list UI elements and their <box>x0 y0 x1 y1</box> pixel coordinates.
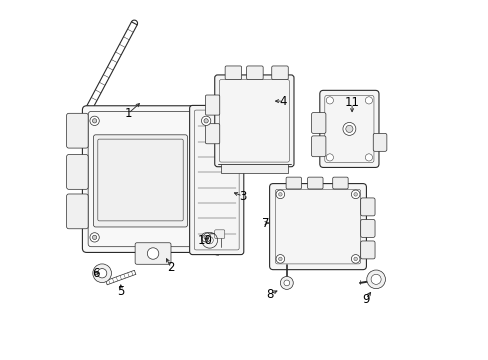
FancyBboxPatch shape <box>271 66 287 80</box>
Circle shape <box>365 154 372 161</box>
Circle shape <box>284 280 289 286</box>
FancyBboxPatch shape <box>372 134 386 151</box>
Circle shape <box>351 255 359 263</box>
FancyBboxPatch shape <box>246 66 263 80</box>
FancyBboxPatch shape <box>360 198 374 216</box>
Circle shape <box>203 119 208 123</box>
Text: 4: 4 <box>279 95 286 108</box>
FancyBboxPatch shape <box>66 154 88 189</box>
FancyBboxPatch shape <box>319 90 378 167</box>
Circle shape <box>351 190 359 199</box>
FancyBboxPatch shape <box>66 113 88 148</box>
Circle shape <box>325 154 333 161</box>
Circle shape <box>97 269 106 278</box>
Circle shape <box>280 276 293 289</box>
Bar <box>221 163 287 173</box>
Circle shape <box>92 235 97 239</box>
FancyBboxPatch shape <box>214 75 293 167</box>
FancyBboxPatch shape <box>224 66 241 80</box>
Circle shape <box>353 193 357 196</box>
FancyBboxPatch shape <box>360 220 374 237</box>
FancyBboxPatch shape <box>205 95 219 115</box>
Text: 9: 9 <box>361 293 369 306</box>
Circle shape <box>90 116 99 126</box>
Text: 7: 7 <box>261 216 268 230</box>
FancyBboxPatch shape <box>135 243 171 264</box>
Circle shape <box>276 255 284 263</box>
FancyBboxPatch shape <box>66 194 88 229</box>
Circle shape <box>93 264 111 283</box>
Text: 8: 8 <box>266 288 273 301</box>
Circle shape <box>203 235 208 239</box>
FancyBboxPatch shape <box>189 105 244 255</box>
FancyBboxPatch shape <box>285 177 301 189</box>
FancyBboxPatch shape <box>93 135 187 227</box>
Text: 2: 2 <box>167 261 174 274</box>
FancyBboxPatch shape <box>205 124 219 144</box>
Circle shape <box>278 257 282 261</box>
FancyBboxPatch shape <box>332 177 347 189</box>
FancyBboxPatch shape <box>269 184 366 270</box>
FancyBboxPatch shape <box>360 241 374 259</box>
Circle shape <box>276 190 284 199</box>
Circle shape <box>278 193 282 196</box>
Circle shape <box>370 274 380 284</box>
Circle shape <box>345 125 352 132</box>
Text: 5: 5 <box>117 285 124 298</box>
FancyBboxPatch shape <box>311 113 325 134</box>
Text: 6: 6 <box>92 267 99 280</box>
Text: 10: 10 <box>197 234 212 247</box>
Circle shape <box>90 233 99 242</box>
FancyBboxPatch shape <box>311 136 325 157</box>
FancyBboxPatch shape <box>82 106 218 252</box>
Circle shape <box>92 119 97 123</box>
Text: 1: 1 <box>124 107 131 120</box>
FancyBboxPatch shape <box>307 177 323 189</box>
Circle shape <box>365 97 372 104</box>
Circle shape <box>147 248 159 259</box>
Circle shape <box>201 116 210 126</box>
FancyBboxPatch shape <box>214 230 224 238</box>
Text: 3: 3 <box>239 190 246 203</box>
Circle shape <box>342 122 355 135</box>
Circle shape <box>325 97 333 104</box>
Text: 11: 11 <box>344 96 359 109</box>
Circle shape <box>366 270 385 289</box>
Circle shape <box>201 233 210 242</box>
Circle shape <box>353 257 357 261</box>
